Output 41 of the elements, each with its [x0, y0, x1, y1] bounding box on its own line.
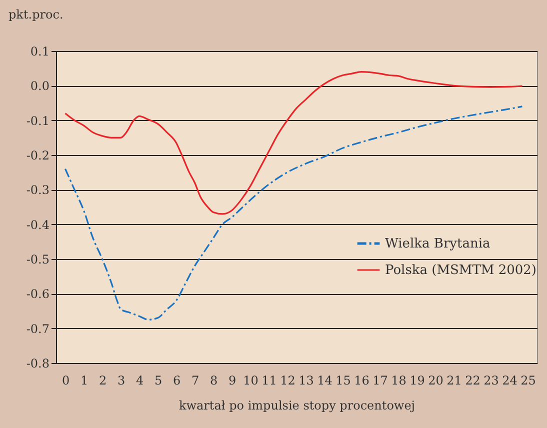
line-series: [64, 71, 523, 215]
x-tick-label: 10: [243, 374, 258, 388]
x-tick-label: 24: [502, 374, 518, 388]
x-tick-label: 14: [317, 374, 333, 388]
y-tick-label: -0.4: [26, 218, 50, 232]
x-tick-label: 23: [484, 374, 499, 388]
x-tick-label: 18: [391, 374, 406, 388]
x-tick-label: 13: [298, 374, 314, 388]
x-axis-title: kwartał po impulsie stopy procentowej: [178, 398, 416, 412]
x-tick-label: 16: [354, 374, 370, 388]
y-tick-label: -0.5: [26, 252, 50, 266]
x-tick-label: 0: [62, 374, 70, 388]
x-tick-label: 4: [136, 374, 144, 388]
y-tick-label: -0.7: [26, 322, 50, 336]
x-tick-label: 2: [98, 374, 107, 388]
x-tick-label: 1: [80, 374, 88, 388]
x-tick-label: 6: [172, 374, 181, 388]
x-tick-label: 19: [410, 374, 425, 388]
y-tick-label: -0.2: [26, 148, 50, 162]
legend-label: Wielka Brytania: [385, 236, 491, 252]
y-tick-label: -0.3: [26, 183, 50, 198]
x-tick-label: 12: [280, 374, 296, 388]
y-tick-label: 0.0: [30, 79, 50, 94]
x-tick-label: 20: [428, 374, 444, 388]
y-tick-label: -0.1: [26, 114, 50, 128]
x-tick-label: 11: [262, 374, 277, 388]
x-tick-label: 8: [210, 374, 218, 388]
x-tick-label: 9: [228, 374, 236, 388]
y-tick-label: 0.1: [30, 44, 50, 58]
y-tick-label: -0.6: [26, 287, 50, 302]
x-tick-label: 21: [446, 374, 462, 388]
y-axis-title: pkt.proc.: [8, 8, 64, 22]
legend-label: Polska (MSMTM 2002): [385, 263, 537, 278]
x-tick-label: 3: [117, 374, 126, 388]
x-tick-label: 22: [465, 374, 480, 388]
x-tick-label: 25: [520, 374, 536, 388]
x-tick-label: 15: [336, 374, 351, 388]
x-tick-label: 17: [372, 374, 388, 388]
y-tick-label: -0.8: [26, 356, 50, 370]
x-tick-label: 7: [191, 374, 200, 388]
x-tick-label: 5: [154, 374, 162, 388]
